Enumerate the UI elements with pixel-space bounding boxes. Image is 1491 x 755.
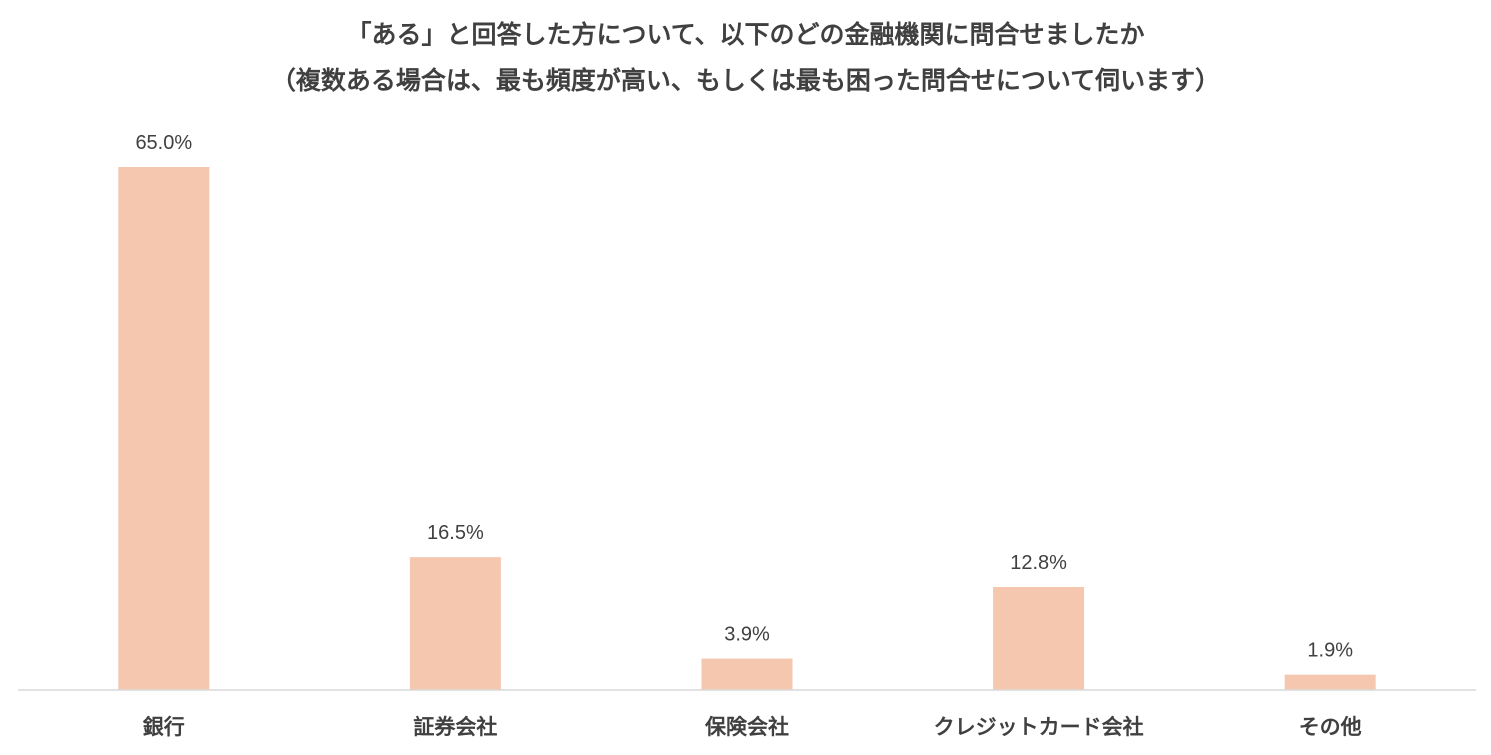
- bars-layer: [118, 167, 1376, 690]
- bar-3: [993, 587, 1085, 690]
- chart-title-line-2: （複数ある場合は、最も頻度が高い、もしくは最も困った問合せについて伺います）: [270, 66, 1221, 95]
- category-label-0: 銀行: [143, 715, 185, 739]
- bar-0: [118, 167, 210, 690]
- value-label-1: 16.5%: [427, 522, 484, 544]
- category-label-1: 証券会社: [413, 715, 497, 739]
- labels-layer: 65.0% 銀行 16.5% 証券会社 3.9% 保険会社 12.8% クレジットカード会社 1…: [135, 132, 1361, 739]
- value-label-0: 65.0%: [135, 132, 192, 154]
- bar-1: [409, 557, 501, 690]
- bar-4: [1284, 674, 1376, 690]
- category-label-4: その他: [1299, 715, 1362, 739]
- chart-title: 「ある」と回答した方について、以下のどの金融機関に問合せましたか （複数ある場合…: [0, 12, 1491, 104]
- value-label-4: 1.9%: [1307, 640, 1353, 662]
- chart-title-line-1: 「ある」と回答した方について、以下のどの金融機関に問合せましたか: [346, 20, 1145, 49]
- category-label-2: 保険会社: [704, 715, 789, 739]
- category-label-3: クレジットカード会社: [934, 715, 1144, 739]
- value-label-2: 3.9%: [724, 624, 770, 646]
- bar-2: [701, 658, 793, 690]
- value-label-3: 12.8%: [1010, 552, 1067, 574]
